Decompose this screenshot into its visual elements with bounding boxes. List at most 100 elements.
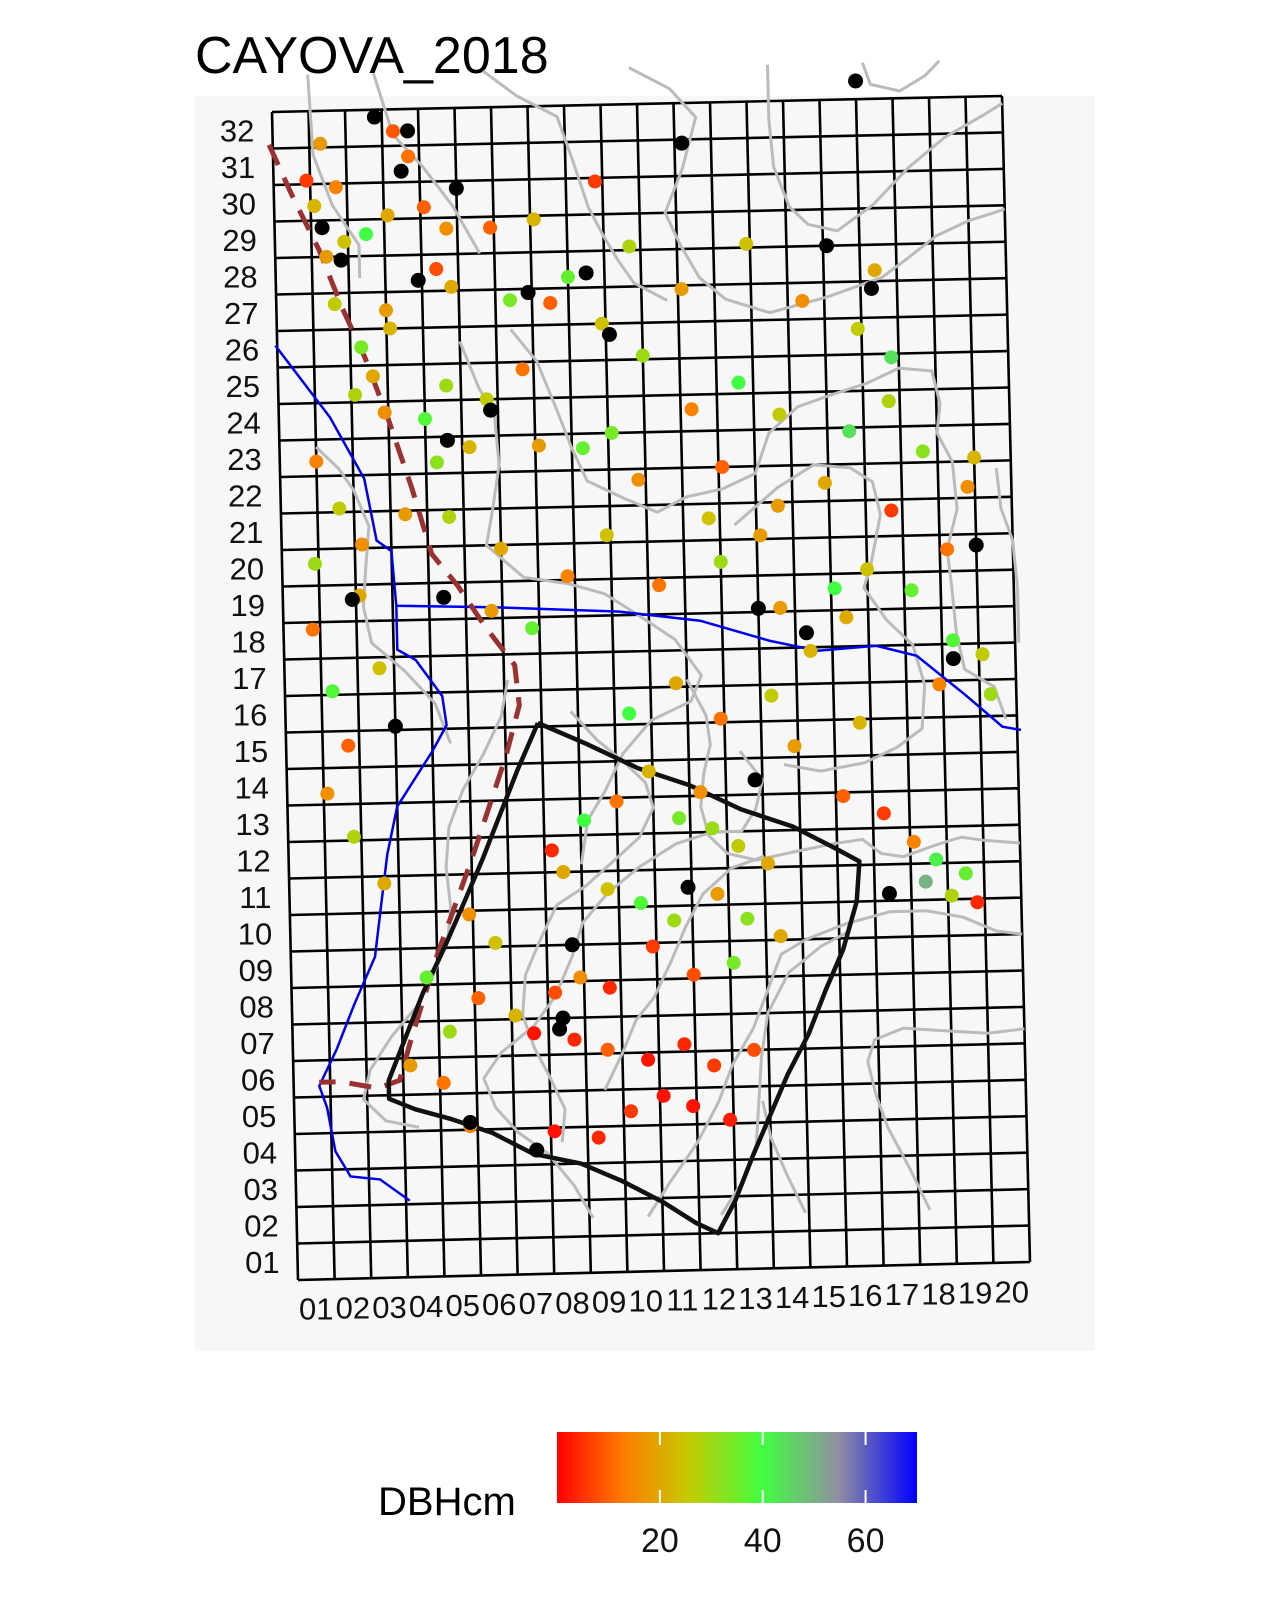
tree-point xyxy=(740,911,755,926)
legend-colorbar xyxy=(557,1432,917,1503)
grid-line-horizontal xyxy=(272,131,1003,150)
tree-point xyxy=(635,348,650,363)
dead-tree-point xyxy=(333,252,349,268)
tree-point xyxy=(710,886,725,901)
tree-point xyxy=(383,321,398,336)
grid-line-horizontal xyxy=(276,313,1008,333)
tree-point xyxy=(904,583,919,598)
dead-tree-point xyxy=(387,718,403,734)
tree-point xyxy=(945,633,960,648)
dead-tree-point xyxy=(601,326,617,342)
tree-point xyxy=(876,806,891,821)
tree-point xyxy=(944,888,959,903)
tree-point xyxy=(556,865,571,880)
y-tick-label: 16 xyxy=(233,697,267,732)
y-tick-label: 03 xyxy=(243,1172,277,1207)
tree-point xyxy=(602,980,617,995)
dead-tree-point xyxy=(410,272,426,288)
grid-line-horizontal xyxy=(297,1224,1030,1245)
tree-point xyxy=(624,1104,639,1119)
contour-line xyxy=(860,59,941,93)
y-tick-label: 19 xyxy=(230,588,264,623)
y-tick-label: 32 xyxy=(220,113,254,148)
tree-point xyxy=(591,1130,606,1145)
tree-point xyxy=(307,199,322,214)
tree-point xyxy=(439,378,454,393)
dead-tree-point xyxy=(747,772,763,788)
tree-point xyxy=(299,173,314,188)
y-tick-label: 11 xyxy=(239,880,271,915)
x-tick-labels: 01 02 03 04 05 06 07 08 09 10 11 12 13 14 15 16 17 18 19 20 xyxy=(299,1274,1029,1326)
grid-line-horizontal xyxy=(297,1260,1031,1282)
y-tick-label: 14 xyxy=(235,770,269,805)
dead-tree-point xyxy=(750,600,766,616)
tree-point xyxy=(918,874,933,889)
tree-point xyxy=(667,913,682,928)
grid-line-horizontal xyxy=(295,1151,1028,1172)
tree-point xyxy=(544,843,559,858)
dead-tree-point xyxy=(968,537,984,553)
grid-line-horizontal xyxy=(294,1114,1027,1136)
tree-point xyxy=(436,1075,451,1090)
tree-point xyxy=(525,621,540,636)
legend-tick-label: 40 xyxy=(744,1522,782,1560)
tree-point xyxy=(494,541,509,556)
tree-point xyxy=(483,220,498,235)
y-tick-label: 30 xyxy=(222,186,256,221)
dead-tree-point xyxy=(393,163,409,179)
tree-point xyxy=(587,174,602,189)
tree-point xyxy=(348,387,363,402)
y-tick-label: 18 xyxy=(231,624,265,659)
tree-point xyxy=(341,738,356,753)
y-tick-label: 28 xyxy=(223,259,257,294)
dead-tree-point xyxy=(529,1142,545,1158)
tree-point xyxy=(764,688,779,703)
tree-point xyxy=(773,929,788,944)
tree-point xyxy=(471,991,486,1006)
tree-point xyxy=(705,821,720,836)
y-tick-label: 21 xyxy=(229,515,263,550)
road-line xyxy=(266,143,522,1091)
y-tick-label: 22 xyxy=(228,478,262,513)
tree-point xyxy=(674,282,689,297)
river-line xyxy=(317,605,448,1202)
tree-point xyxy=(379,303,394,318)
tree-point xyxy=(747,1042,762,1057)
dead-tree-point xyxy=(344,592,360,608)
dead-tree-point xyxy=(881,885,897,901)
y-tick-label: 07 xyxy=(240,1026,274,1061)
tree-point xyxy=(503,293,518,308)
tree-point xyxy=(442,1024,457,1039)
y-tick-label: 17 xyxy=(232,661,266,696)
tree-point xyxy=(337,234,352,249)
x-tick-label: 06 xyxy=(482,1287,516,1322)
grid-line-horizontal xyxy=(293,1042,1025,1063)
river-lines xyxy=(274,344,1022,1202)
y-tick-label: 15 xyxy=(234,734,268,769)
tree-point xyxy=(377,876,392,891)
tree-point xyxy=(508,1008,523,1023)
tree-point xyxy=(462,907,477,922)
contour-line xyxy=(521,710,655,1143)
tree-point xyxy=(320,786,335,801)
contour-line xyxy=(646,909,1023,1218)
grid-line-horizontal xyxy=(278,386,1010,406)
tree-point xyxy=(929,852,944,867)
grid-line-horizontal xyxy=(281,531,1013,552)
tree-point xyxy=(444,279,459,294)
dead-tree-point xyxy=(863,280,879,296)
contour-line xyxy=(314,445,452,744)
tree-point xyxy=(419,970,434,985)
x-tick-label: 13 xyxy=(738,1281,772,1316)
tree-point xyxy=(753,528,768,543)
tree-point xyxy=(960,479,975,494)
tree-point xyxy=(652,578,667,593)
grid-line-horizontal xyxy=(284,677,1017,698)
tree-point xyxy=(600,1042,615,1057)
grid-line-horizontal xyxy=(284,641,1016,661)
grid-line-horizontal xyxy=(285,714,1017,734)
contour-line xyxy=(685,678,1021,862)
tree-point xyxy=(641,1052,656,1067)
tree-point xyxy=(884,350,899,365)
tree-point xyxy=(772,407,787,422)
